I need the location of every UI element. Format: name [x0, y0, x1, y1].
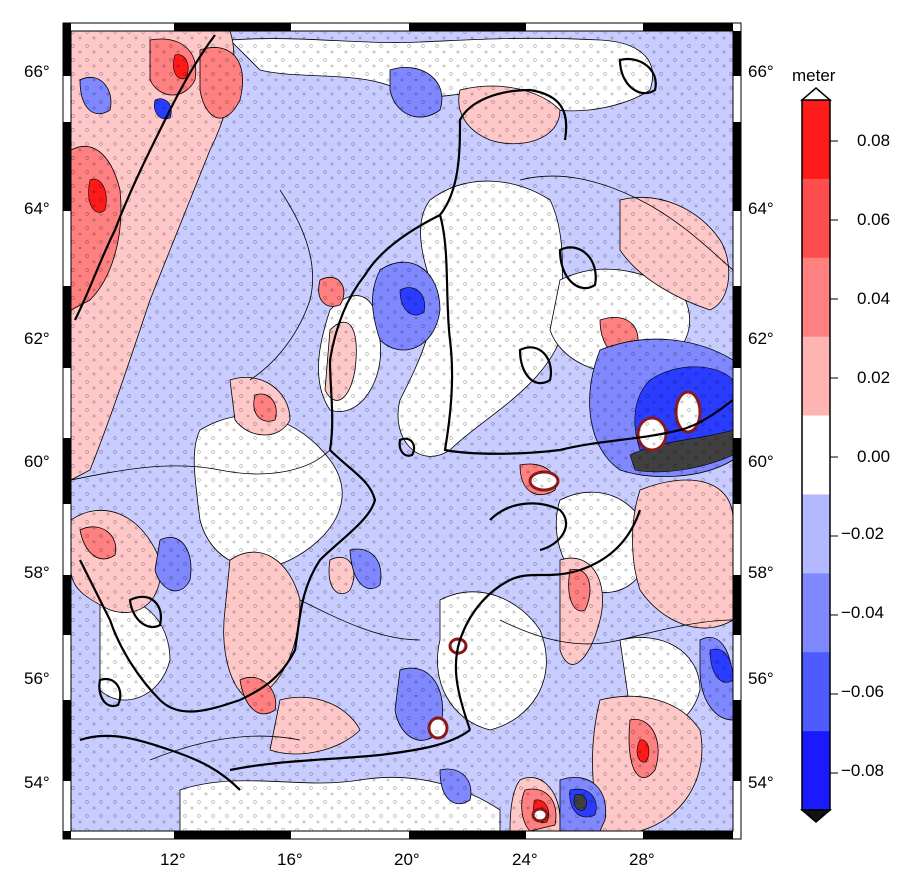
lon-label-16: 16° [277, 850, 303, 869]
colorbar-tick-label: 0.00 [857, 447, 891, 466]
lat-label-60-right: 60° [748, 452, 774, 471]
colorbar-overflow-arrow [799, 87, 833, 101]
colorbar-segment [802, 731, 830, 811]
lon-label-24: 24° [512, 850, 538, 869]
colorbar-underflow-arrow [799, 809, 833, 823]
lat-label-60-left: 60° [24, 452, 50, 471]
colorbar-segment [802, 652, 830, 732]
colorbar-segment [802, 415, 830, 495]
colorbar-segment [802, 100, 830, 180]
coastlines [74, 34, 733, 791]
lat-label-64-right: 64° [748, 199, 774, 218]
colorbar [799, 87, 838, 823]
lat-label-58-left: 58° [24, 563, 50, 582]
colorbar-tick-label: −0.06 [841, 682, 885, 701]
colorbar-tick-label: 0.04 [857, 289, 891, 308]
colorbar-tick-label: 0.06 [857, 210, 891, 229]
lat-label-56-left: 56° [24, 669, 50, 688]
map-frame [62, 22, 742, 840]
colorbar-segment [802, 494, 830, 574]
colorbar-segment [802, 336, 830, 417]
colorbar-tick-label: −0.02 [841, 524, 885, 543]
lat-label-58-right: 58° [748, 563, 774, 582]
lat-label-66-left: 66° [24, 62, 50, 81]
colorbar-tick-label: −0.08 [841, 761, 885, 780]
lat-label-62-right: 62° [748, 329, 774, 348]
lat-label-64-left: 64° [24, 199, 50, 218]
colorbar-segment [802, 573, 830, 653]
colorbar-segment [802, 257, 830, 338]
lat-label-66-right: 66° [748, 62, 774, 81]
lat-label-56-right: 56° [748, 669, 774, 688]
lon-label-28: 28° [629, 850, 655, 869]
lat-label-62-left: 62° [24, 329, 50, 348]
lon-label-20: 20° [394, 850, 420, 869]
map-field [71, 31, 733, 831]
colorbar-tick-label: 0.02 [857, 368, 891, 387]
colorbar-segment [802, 178, 830, 259]
lat-label-54-right: 54° [748, 773, 774, 792]
contour-lines [71, 175, 733, 761]
colorbar-tick-label: 0.08 [857, 131, 891, 150]
contour-speckle [71, 31, 733, 831]
colorbar-unit: meter [792, 66, 836, 85]
lat-label-54-left: 54° [24, 773, 50, 792]
colorbar-tick-label: −0.04 [841, 603, 885, 622]
lon-label-12: 12° [160, 850, 186, 869]
